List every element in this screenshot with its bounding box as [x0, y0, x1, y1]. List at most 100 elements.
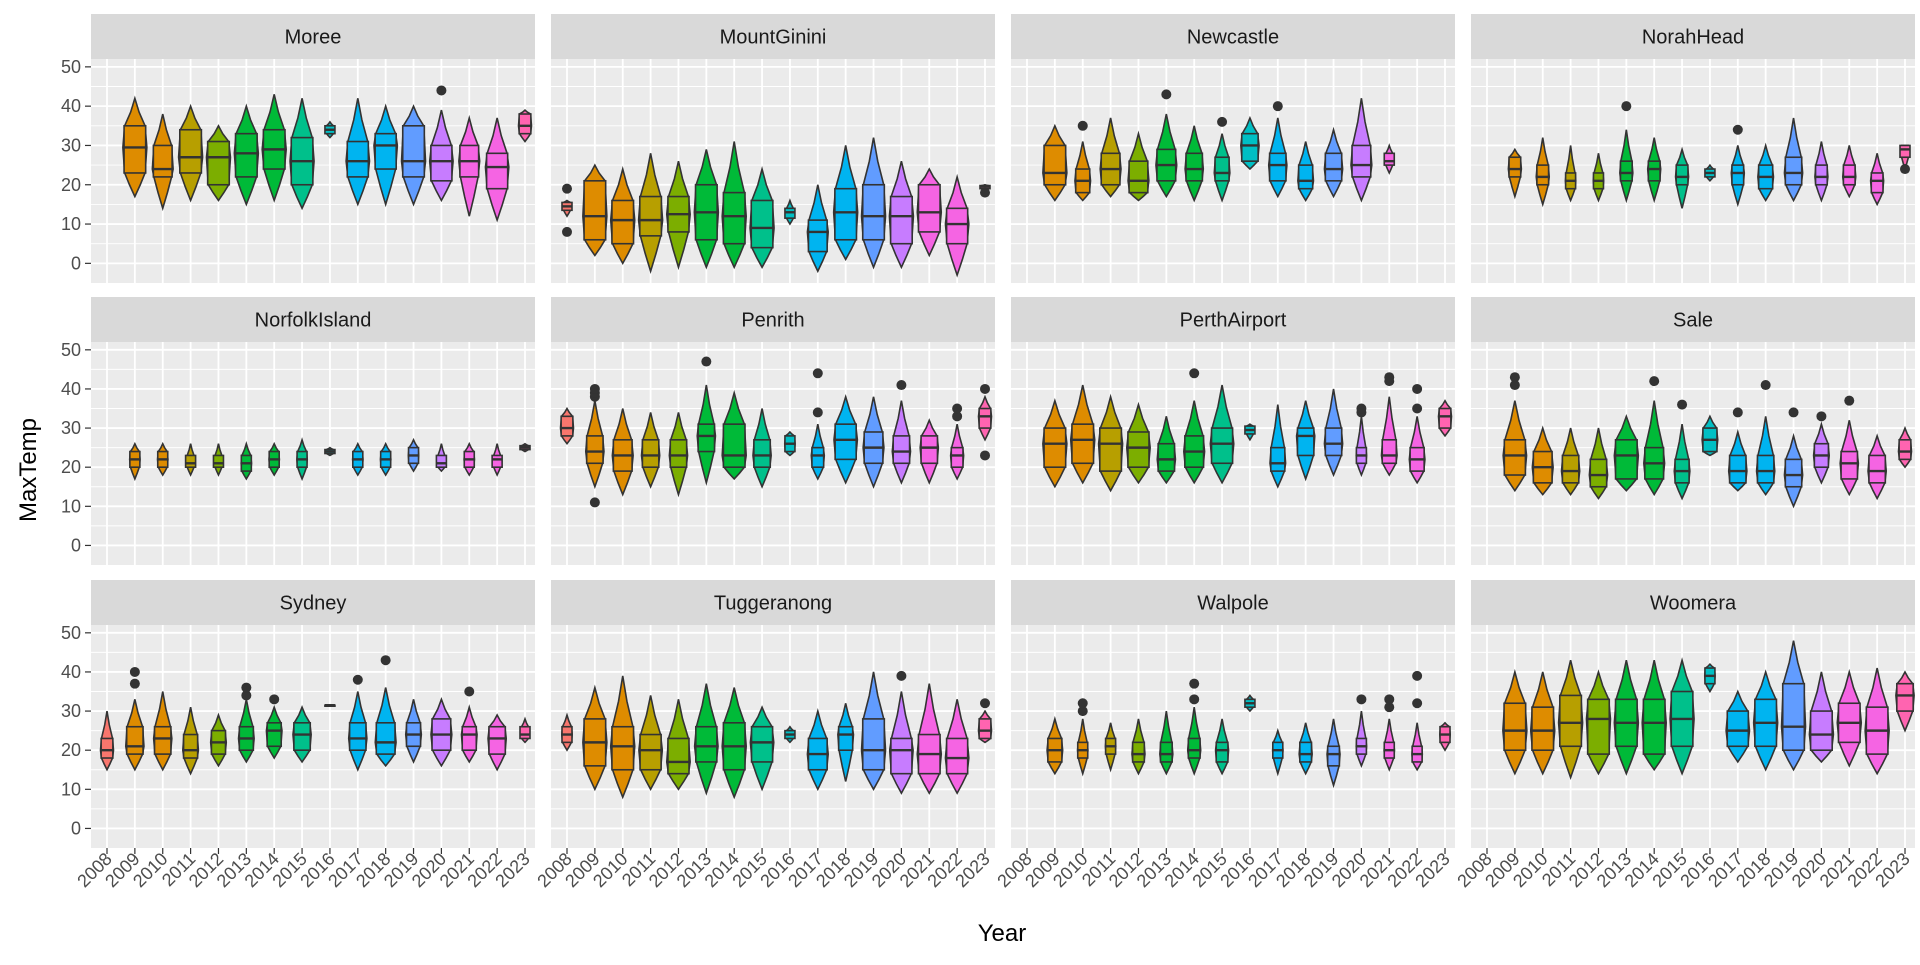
violin-group-2012 — [1127, 130, 1150, 202]
violin-group-2022 — [944, 173, 970, 278]
outlier-point — [129, 678, 140, 689]
violin-group-2014 — [721, 687, 748, 800]
outlier-point — [589, 383, 600, 394]
violin-group-2009 — [1042, 123, 1068, 202]
violin-group-2017 — [810, 368, 826, 481]
facet-strip-label: Walpole — [1197, 593, 1269, 615]
violin-group-2015 — [289, 98, 315, 211]
y-tick-label: 20 — [61, 740, 81, 760]
violin-group-2023 — [519, 716, 531, 744]
y-tick-label: 10 — [61, 496, 81, 516]
outlier-point — [952, 403, 963, 414]
outlier-point — [1189, 678, 1200, 689]
box-iqr — [950, 446, 964, 468]
violin-group-2016 — [1701, 414, 1719, 457]
box-iqr — [1324, 427, 1343, 457]
violin-group-2017 — [1730, 124, 1746, 208]
violin-group-2018 — [832, 145, 859, 262]
facet-strip — [1011, 297, 1455, 342]
box-iqr — [892, 435, 911, 465]
violin-group-2009 — [128, 441, 141, 482]
box-iqr — [667, 737, 690, 775]
box-iqr — [1561, 454, 1580, 484]
violin-group-2015 — [292, 705, 312, 764]
violin-group-2010 — [611, 408, 634, 497]
violin-group-2009 — [584, 383, 605, 508]
violin-group-2021 — [1383, 143, 1396, 175]
box-iqr — [346, 140, 370, 178]
violin-group-2015 — [752, 408, 772, 489]
violin-group-2009 — [1502, 372, 1528, 493]
violin-group-2010 — [152, 691, 173, 772]
violin-group-2020 — [1350, 98, 1373, 203]
violin-group-2020 — [888, 160, 915, 270]
box-iqr — [206, 140, 231, 186]
box-iqr — [1159, 741, 1173, 763]
violin-group-2021 — [1836, 668, 1863, 768]
outlier-point — [1412, 670, 1423, 681]
box-iqr — [753, 439, 772, 468]
box-iqr — [374, 132, 397, 170]
violin-group-2019 — [862, 396, 885, 489]
facet-panel-moree: Moree 0 10 20 30 40 50 — [61, 14, 535, 283]
violin-group-2011 — [1560, 427, 1581, 496]
outlier-point — [980, 698, 990, 709]
violin-group-2015 — [1214, 718, 1230, 776]
violin-group-2015 — [749, 165, 775, 269]
box-iqr — [1351, 144, 1372, 178]
y-tick-label: 50 — [61, 57, 81, 77]
outlier-point — [1649, 376, 1660, 387]
box-iqr — [669, 439, 688, 468]
facet-strip-label: Sale — [1673, 310, 1713, 332]
outlier-point — [1509, 380, 1520, 391]
violin-group-2020 — [1812, 411, 1831, 485]
facet-strip — [551, 297, 995, 342]
box-iqr — [179, 128, 203, 174]
y-tick-label: 10 — [61, 779, 81, 799]
violin-group-2013 — [1155, 89, 1178, 199]
facet-panel-sydney: Sydney0102030405020082009201020112012201… — [61, 580, 535, 891]
box-iqr — [461, 725, 478, 751]
box-iqr — [1383, 152, 1396, 166]
outlier-point — [1356, 403, 1367, 414]
box-iqr — [583, 180, 607, 241]
y-axis-title: MaxTemp — [15, 418, 42, 522]
box-iqr — [1381, 439, 1398, 465]
outlier-point — [812, 368, 823, 379]
violin-group-2021 — [1841, 145, 1857, 199]
facet-panel-tuggeranong: Tuggeranong20082009201020112012201320142… — [533, 580, 995, 891]
outlier-point — [1816, 411, 1827, 422]
violin-group-2017 — [806, 184, 830, 274]
outlier-point — [1161, 89, 1172, 100]
box-iqr — [123, 125, 147, 174]
box-iqr — [1642, 698, 1666, 755]
outlier-point — [1788, 407, 1799, 418]
facet-panel-norfolkisland: NorfolkIsland 0 10 20 30 40 50 — [61, 297, 535, 565]
violin-group-2018 — [1757, 142, 1775, 203]
violin-group-2010 — [1076, 698, 1089, 777]
outlier-point — [980, 383, 990, 394]
box-iqr — [1726, 710, 1750, 748]
violin-group-2020 — [1808, 671, 1835, 764]
box-iqr — [1586, 698, 1611, 755]
violin-group-2018 — [1295, 400, 1316, 482]
violin-group-2011 — [638, 695, 664, 792]
box-iqr — [1131, 741, 1146, 763]
box-iqr — [1503, 702, 1527, 751]
facet-strip-label: NorahHead — [1642, 27, 1744, 49]
facet-strip-label: Sydney — [280, 593, 347, 615]
facet-strip — [1011, 14, 1455, 59]
y-tick-label: 50 — [61, 340, 81, 360]
violin-group-2013 — [693, 683, 719, 796]
box-iqr — [1784, 458, 1803, 488]
box-iqr — [1898, 439, 1912, 461]
y-tick-label: 0 — [71, 253, 81, 273]
y-tick-label: 10 — [61, 214, 81, 234]
box-iqr — [1043, 144, 1067, 186]
violin-group-2021 — [1380, 372, 1398, 477]
outlier-point — [980, 187, 990, 198]
facet-panel-sale: Sale — [1471, 297, 1915, 565]
outlier-point — [464, 686, 475, 697]
outlier-point — [980, 450, 990, 461]
